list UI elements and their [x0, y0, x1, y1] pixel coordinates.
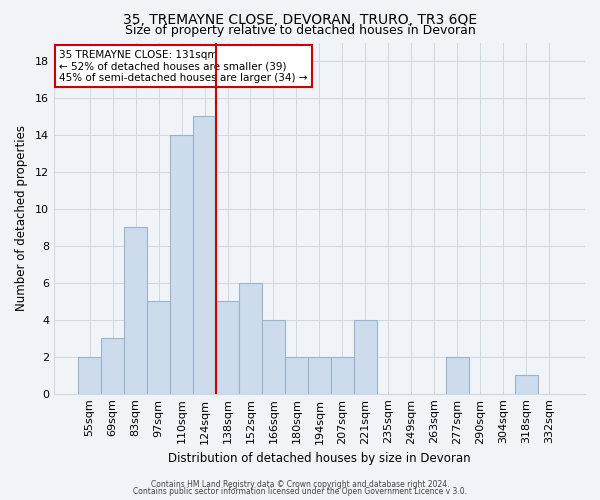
Text: Size of property relative to detached houses in Devoran: Size of property relative to detached ho…	[125, 24, 475, 37]
Bar	[193, 116, 216, 394]
Bar	[354, 320, 377, 394]
Text: 35 TREMAYNE CLOSE: 131sqm
← 52% of detached houses are smaller (39)
45% of semi-: 35 TREMAYNE CLOSE: 131sqm ← 52% of detac…	[59, 50, 308, 82]
Bar	[216, 302, 239, 394]
Bar	[262, 320, 285, 394]
Text: Contains public sector information licensed under the Open Government Licence v : Contains public sector information licen…	[133, 487, 467, 496]
Bar	[285, 356, 308, 394]
Text: 35, TREMAYNE CLOSE, DEVORAN, TRURO, TR3 6QE: 35, TREMAYNE CLOSE, DEVORAN, TRURO, TR3 …	[123, 12, 477, 26]
Bar	[446, 356, 469, 394]
Bar	[78, 356, 101, 394]
Bar	[101, 338, 124, 394]
Bar	[170, 135, 193, 394]
X-axis label: Distribution of detached houses by size in Devoran: Distribution of detached houses by size …	[168, 452, 471, 465]
Bar	[331, 356, 354, 394]
Y-axis label: Number of detached properties: Number of detached properties	[15, 125, 28, 311]
Bar	[239, 283, 262, 394]
Bar	[147, 302, 170, 394]
Bar	[308, 356, 331, 394]
Bar	[124, 228, 147, 394]
Bar	[515, 375, 538, 394]
Text: Contains HM Land Registry data © Crown copyright and database right 2024.: Contains HM Land Registry data © Crown c…	[151, 480, 449, 489]
